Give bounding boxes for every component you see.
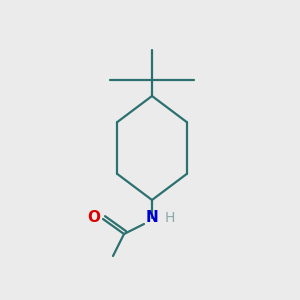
Text: H: H (165, 211, 175, 225)
Text: N: N (146, 211, 158, 226)
Text: O: O (88, 211, 100, 226)
